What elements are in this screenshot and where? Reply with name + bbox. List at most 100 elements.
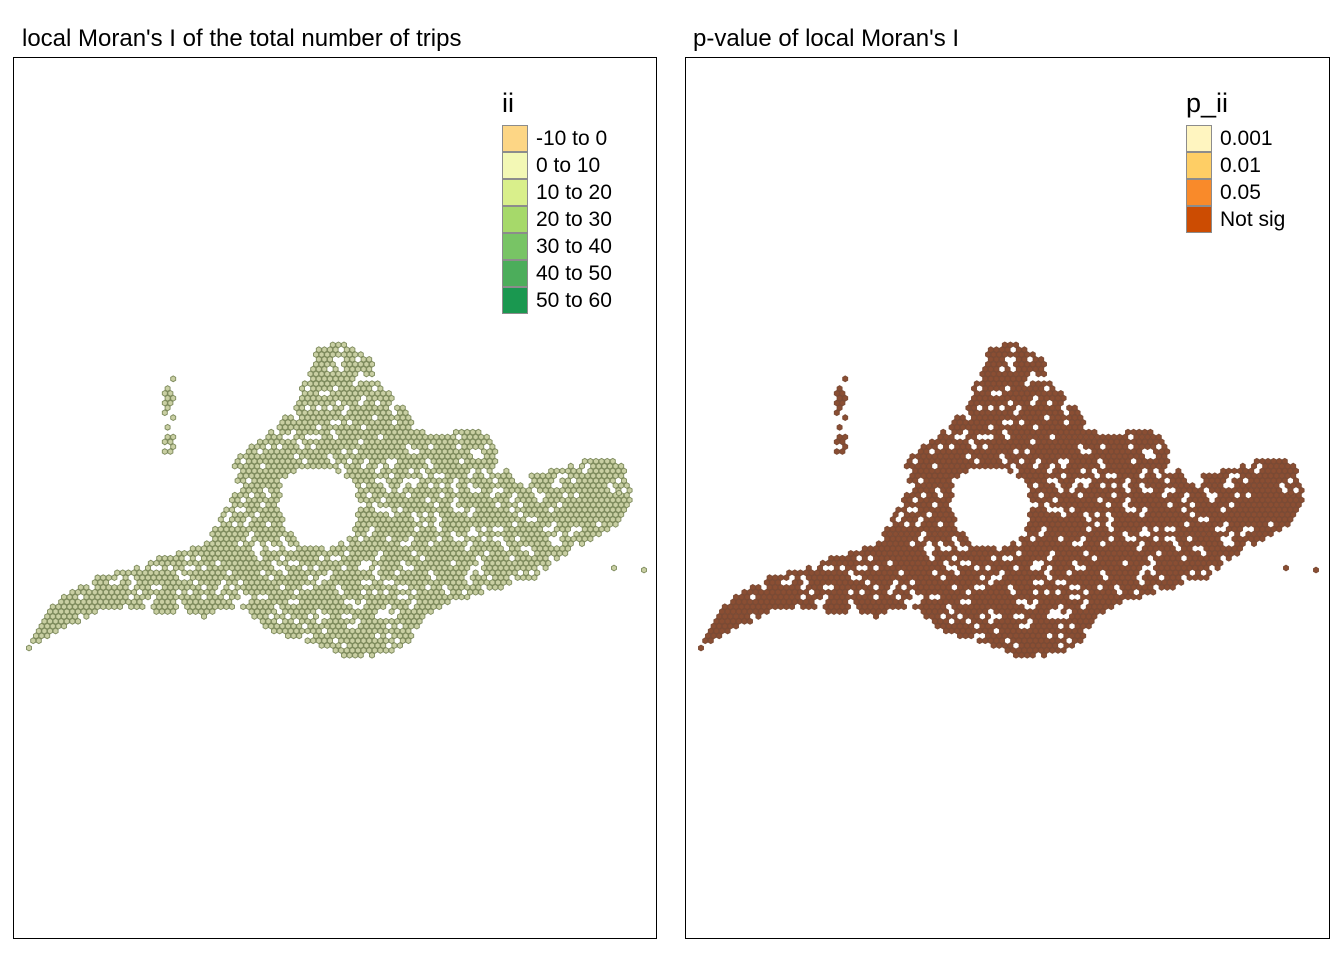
- hexagon-cell: [1052, 486, 1059, 494]
- hexagon-cell: [265, 608, 272, 616]
- hexagon-cell: [411, 462, 417, 470]
- hexagon-cell: [61, 593, 67, 601]
- hexagon-cell: [1122, 443, 1129, 451]
- hexagon-cell: [145, 583, 151, 591]
- hexagon-cell: [1167, 540, 1173, 548]
- hexagon-cell: [839, 574, 846, 582]
- hexagon-cell: [1234, 520, 1241, 528]
- hexagon-cell: [1094, 452, 1101, 460]
- hexagon-cell: [397, 525, 403, 533]
- hexagon-cell: [481, 448, 487, 455]
- hexagon-cell: [243, 511, 249, 519]
- hexagon-cell: [1130, 448, 1137, 455]
- hexagon-cell: [520, 506, 527, 514]
- hexagon-cell: [329, 574, 336, 582]
- hexagon-cell: [425, 486, 431, 494]
- hexagon-cell: [1209, 554, 1215, 562]
- hexagon-cell: [990, 457, 997, 465]
- hexagon-cell: [299, 549, 305, 557]
- hexagon-cell: [1133, 443, 1140, 451]
- hexagon-cell: [1155, 579, 1162, 586]
- hexagon-cell: [405, 608, 412, 616]
- hexagon-cell: [355, 579, 361, 586]
- hexagon-cell: [1049, 627, 1056, 635]
- hexagon-cell: [1024, 642, 1031, 649]
- hexagon-cell: [990, 399, 997, 407]
- hexagon-cell: [360, 549, 367, 557]
- hexagon-cell: [775, 598, 781, 606]
- hexagon-cell: [761, 593, 767, 601]
- hexagon-cell: [982, 588, 989, 596]
- hexagon-cell: [1032, 549, 1039, 557]
- hexagon-cell: [377, 530, 384, 538]
- hexagon-cell: [976, 637, 983, 645]
- hexagon-cell: [531, 525, 538, 533]
- hexagon-cell: [1032, 617, 1039, 625]
- hexagon-cell: [587, 457, 594, 465]
- hexagon-cell: [1197, 486, 1204, 494]
- hexagon-cell: [1158, 486, 1165, 494]
- hexagon-cell: [1116, 579, 1123, 586]
- hexagon-cell: [338, 646, 345, 654]
- hexagon-cell: [1038, 646, 1045, 654]
- hexagon-cell: [973, 380, 980, 388]
- hexagon-cell: [413, 574, 420, 582]
- hexagon-cell: [973, 593, 980, 601]
- hexagon-cell: [161, 564, 168, 572]
- hexagon-cell: [884, 525, 891, 533]
- hexagon-cell: [931, 549, 938, 557]
- hexagon-cell: [271, 501, 277, 509]
- hexagon-cell: [1150, 511, 1157, 519]
- hexagon-cell: [615, 467, 622, 475]
- hexagon-cell: [909, 462, 916, 470]
- hexagon-cell: [486, 554, 493, 562]
- hexagon-cell: [383, 617, 389, 625]
- hexagon-cell: [881, 530, 888, 538]
- hexagon-cell: [1018, 389, 1025, 397]
- hexagon-cell: [248, 540, 255, 548]
- hexagon-cell: [369, 651, 375, 659]
- hexagon-cell: [954, 588, 961, 596]
- hexagon-cell: [959, 540, 966, 548]
- hexagon-cell: [1164, 457, 1171, 465]
- hexagon-cell: [161, 409, 168, 417]
- hexagon-cell: [1094, 540, 1101, 548]
- hexagon-cell: [584, 482, 591, 489]
- hexagon-cell: [287, 608, 294, 616]
- hexagon-cell: [887, 569, 893, 577]
- hexagon-cell: [906, 535, 913, 543]
- hexagon-cell: [545, 482, 552, 489]
- hexagon-cell: [1164, 583, 1171, 591]
- legend-item: 0.05: [1186, 179, 1285, 206]
- hexagon-cell: [1077, 608, 1084, 616]
- hexagon-cell: [957, 448, 963, 455]
- hexagon-cell: [828, 554, 835, 562]
- hexagon-cell: [1066, 462, 1073, 470]
- hexagon-cell: [167, 603, 174, 611]
- hexagon-cell: [1083, 443, 1089, 451]
- legend-swatch: [1186, 179, 1212, 206]
- hexagon-cell: [206, 574, 213, 582]
- hexagon-cell: [425, 535, 431, 543]
- hexagon-cell: [1127, 452, 1134, 460]
- hexagon-cell: [1248, 506, 1255, 514]
- hexagon-cell: [1217, 520, 1224, 528]
- hexagon-cell: [1245, 530, 1252, 538]
- hexagon-cell: [595, 462, 602, 470]
- hexagon-cell: [1029, 651, 1036, 659]
- hexagon-cell: [226, 579, 233, 586]
- hexagon-cell: [542, 554, 549, 562]
- hexagon-cell: [920, 588, 927, 596]
- hexagon-cell: [492, 574, 499, 582]
- hexagon-cell: [327, 549, 333, 557]
- hexagon-cell: [1102, 448, 1109, 455]
- hexagon-cell: [1010, 394, 1017, 402]
- hexagon-cell: [517, 530, 524, 538]
- hexagon-cell: [304, 637, 311, 645]
- hexagon-cell: [931, 491, 938, 499]
- hexagon-cell: [1029, 496, 1036, 504]
- hexagon-cell: [901, 525, 907, 533]
- hexagon-cell: [243, 501, 249, 509]
- hexagon-cell: [923, 506, 930, 514]
- hexagon-cell: [985, 574, 991, 582]
